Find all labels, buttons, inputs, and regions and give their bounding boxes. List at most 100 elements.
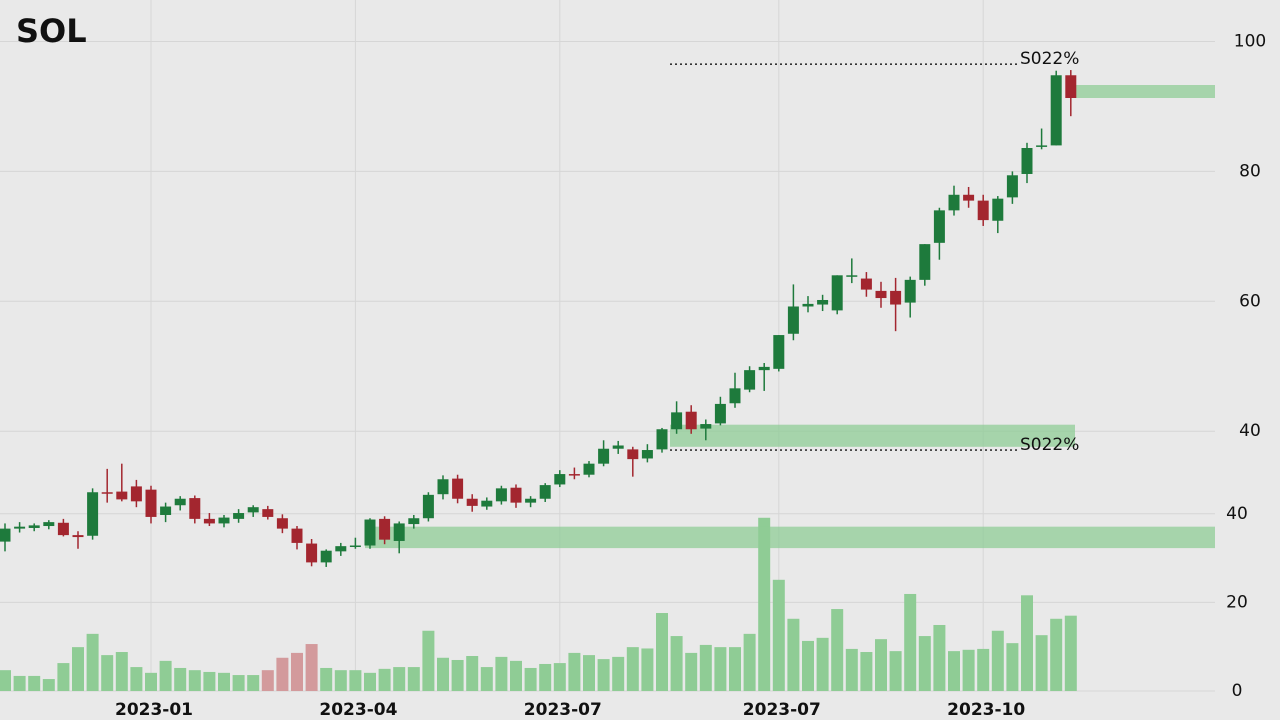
candle-body [189, 498, 201, 519]
candle-body [933, 210, 945, 243]
candle-body [349, 545, 361, 548]
volume-bar [860, 652, 873, 691]
candle-body [1050, 75, 1062, 146]
volume-bar [758, 517, 771, 691]
candle-body [233, 513, 245, 519]
volume-bar [656, 613, 668, 691]
volume-bar [816, 637, 829, 691]
volume-bar [232, 675, 245, 691]
candle-body [641, 450, 653, 459]
candle-body [846, 275, 858, 277]
volume-bar [524, 667, 537, 691]
y-tick-label: 100 [1234, 31, 1266, 51]
candle-body [919, 244, 931, 280]
y-tick-label: 40 [1239, 421, 1261, 441]
volume-bar [743, 633, 756, 691]
candle-body [744, 370, 756, 390]
volume-bar [203, 671, 216, 691]
candle-body [87, 492, 99, 536]
candle-body [481, 500, 493, 507]
candle-body [452, 478, 464, 499]
candle-body [817, 299, 829, 305]
candle-body [320, 550, 332, 563]
volume-bar [451, 659, 464, 691]
candle-body [904, 279, 916, 303]
candle-body [554, 474, 566, 485]
candle-body [992, 198, 1004, 221]
candle-body [495, 488, 507, 502]
volume-bar [933, 624, 946, 691]
volume-bar [831, 609, 844, 691]
candle-body [28, 525, 40, 528]
volume-bar [101, 655, 114, 691]
candle-body [101, 492, 113, 494]
candle-body [525, 498, 537, 503]
candle-body [174, 498, 186, 506]
volume-bar [539, 663, 552, 691]
x-tick-label: 2023-07 [743, 700, 821, 720]
x-tick-label: 2023-04 [319, 700, 397, 720]
chart-title: SOL [16, 12, 87, 50]
candle-body [160, 506, 172, 515]
volume-bar [1006, 643, 1019, 691]
candle-body [335, 546, 347, 552]
volume-bar [889, 651, 902, 691]
volume-bar [670, 636, 683, 691]
candle-body [860, 278, 872, 290]
candle-body [145, 489, 157, 517]
volume-bar [875, 639, 887, 691]
candle-body [583, 463, 595, 475]
candle-body [627, 449, 639, 460]
candle-body [247, 507, 259, 513]
candle-body [685, 411, 697, 430]
candle-body [773, 335, 785, 369]
candle-body [130, 486, 142, 502]
candle-body [276, 518, 288, 529]
candle-body [875, 290, 887, 299]
volume-bar [568, 652, 581, 691]
zone [670, 424, 1075, 447]
candle-body [466, 498, 478, 506]
volume-bar [641, 648, 654, 691]
candle-body [408, 518, 420, 525]
volume-bar [349, 670, 362, 691]
volume-bar [977, 648, 990, 691]
volume-bar [1064, 615, 1077, 691]
y-tick-label: 60 [1239, 291, 1261, 311]
candle-body [306, 543, 318, 563]
volume-bar [597, 659, 610, 691]
candle-body [1021, 148, 1033, 174]
candle-body [787, 306, 799, 334]
candle-body [831, 275, 843, 311]
candle-body [116, 491, 128, 500]
candle-body [612, 445, 624, 449]
volume-bar [13, 675, 26, 691]
y-tick-label: 80 [1239, 161, 1261, 181]
volume-bar [685, 652, 698, 691]
volume-bar [261, 670, 274, 691]
volume-bar [612, 656, 625, 691]
candle-body [291, 528, 303, 543]
candle-body [963, 194, 975, 201]
volume-bar [495, 656, 508, 691]
volume-bar [948, 651, 960, 691]
volume-bar [407, 667, 420, 691]
candle-body [510, 487, 522, 503]
volume-bar [466, 655, 479, 691]
candle-body [758, 366, 770, 371]
volume-bar [188, 670, 201, 691]
candle-body [364, 519, 376, 546]
candle-body [43, 522, 55, 527]
volume-bar [553, 663, 566, 691]
candle-body [539, 485, 551, 499]
candle-body [393, 523, 405, 541]
volume-bar [626, 647, 639, 691]
x-tick-label: 2023-01 [115, 700, 193, 720]
volume-bar [904, 593, 917, 691]
volume-bar [393, 667, 406, 691]
volume-bar [510, 660, 522, 691]
volume-bar [918, 636, 931, 691]
volume-bar [0, 670, 11, 691]
zone [365, 526, 1215, 549]
